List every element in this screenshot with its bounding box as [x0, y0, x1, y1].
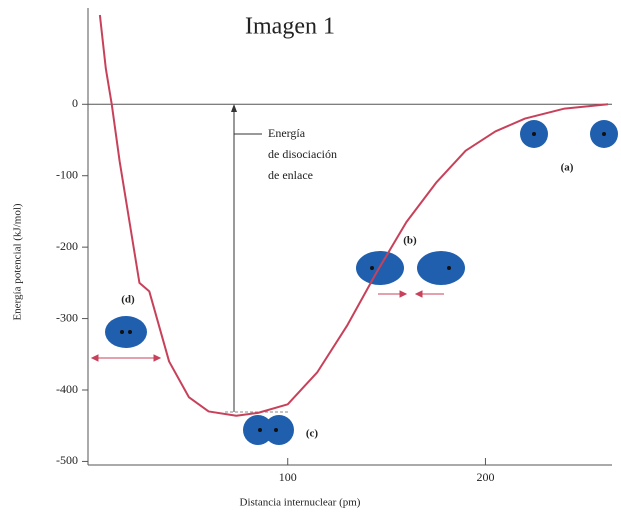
y-tick-label: -300 — [56, 310, 78, 324]
molecules — [105, 120, 618, 445]
y-axis-label: Energía potencial (kJ/mol) — [12, 203, 24, 320]
x-axis-label: Distancia internuclear (pm) — [240, 497, 361, 509]
y-tick-label: -400 — [56, 382, 78, 396]
state-label: (b) — [403, 235, 417, 247]
annotation-line: de disociación — [268, 147, 337, 161]
annotation: Energía de disociación de enlace — [268, 126, 337, 182]
nuclei — [120, 132, 606, 432]
x-tick-label: 100 — [279, 470, 297, 484]
x-tick-label: 200 — [476, 470, 494, 484]
state-label: (a) — [561, 162, 574, 174]
y-tick-label: -100 — [56, 167, 78, 181]
arrow-head — [231, 104, 237, 112]
y-tick-label: 0 — [72, 96, 78, 110]
curve — [100, 15, 608, 416]
chart: Imagen 1 Energía potencial (kJ/mol) Dist… — [0, 0, 621, 512]
atom — [105, 316, 147, 348]
chart-title: Imagen 1 — [245, 14, 335, 40]
y-tick-label: -500 — [56, 453, 78, 467]
atom — [417, 251, 465, 285]
atom — [264, 415, 294, 445]
state-label: (d) — [121, 294, 135, 306]
state-label: (c) — [306, 428, 319, 440]
annotation-line: de enlace — [268, 168, 313, 182]
y-tick-label: -200 — [56, 239, 78, 253]
annotation-line: Energía — [268, 126, 306, 140]
